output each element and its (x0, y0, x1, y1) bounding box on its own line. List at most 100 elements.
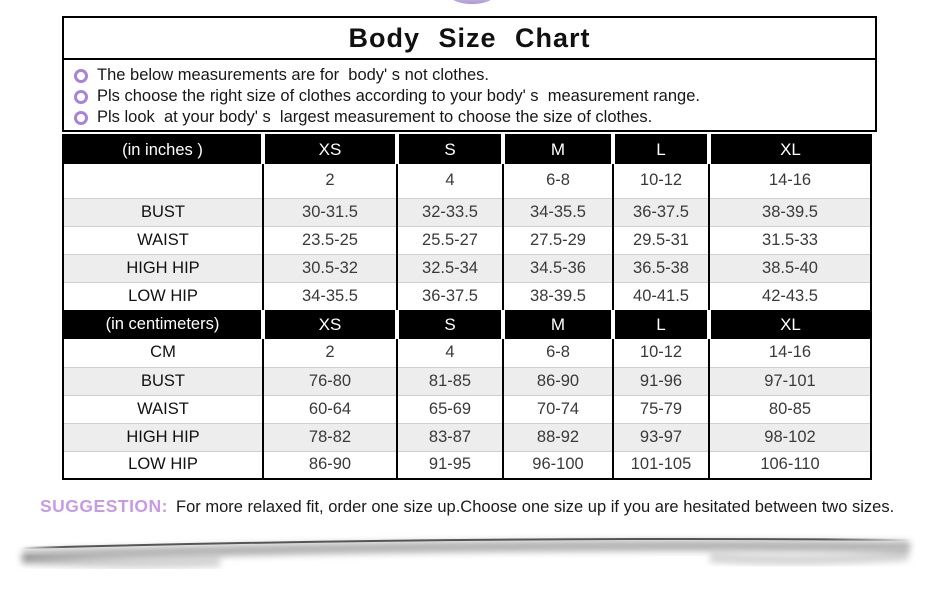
value-cell: 106-110 (708, 450, 871, 479)
value-cell: 65-69 (396, 394, 503, 423)
value-cell: 38-39.5 (502, 281, 613, 310)
value-cell: 98-102 (708, 422, 871, 451)
size-header-cell: S (395, 135, 503, 164)
value-cell: 34-35.5 (262, 281, 397, 310)
bottom-shadow-arc (21, 538, 911, 569)
size-header-cell: M (501, 310, 613, 339)
row-label-cell: HIGH HIP (63, 422, 263, 451)
row-label-cell: HIGH HIP (63, 253, 263, 282)
unit-header-cell: (in centimeters) (63, 310, 263, 339)
value-cell: 6-8 (502, 164, 613, 198)
value-cell: 38-39.5 (708, 197, 871, 226)
suggestion-text: For more relaxed fit, order one size up.… (176, 498, 895, 516)
value-cell: 78-82 (262, 422, 397, 451)
value-cell: 14-16 (708, 164, 871, 198)
value-cell: 70-74 (502, 394, 613, 423)
note-text: Pls look at your body' s largest measure… (97, 108, 653, 126)
title-box: Body Size Chart (62, 16, 877, 60)
row-label-cell: BUST (63, 197, 263, 226)
suggestion-label: SUGGESTION: (40, 496, 169, 516)
value-cell: 2 (262, 164, 397, 198)
size-header-cell: L (611, 310, 709, 339)
size-header-cell: XS (261, 135, 397, 164)
value-cell: 14-16 (708, 339, 871, 367)
value-cell: 4 (396, 164, 503, 198)
row-label-cell: WAIST (63, 225, 263, 254)
value-cell: 4 (396, 339, 503, 367)
value-cell: 30.5-32 (262, 253, 397, 282)
bullet-ring-icon (74, 68, 88, 83)
table-row: 2 4 6-8 10-12 14-16 (63, 164, 871, 198)
table-row: BUST 76-80 81-85 86-90 91-96 97-101 (63, 366, 871, 395)
value-cell: 25.5-27 (396, 225, 503, 254)
row-label-cell: LOW HIP (63, 281, 263, 310)
size-header-cell: XL (707, 135, 871, 164)
size-header-cell: XL (707, 310, 871, 339)
page-title: Body Size Chart (348, 22, 591, 53)
value-cell: 31.5-33 (708, 225, 871, 254)
value-cell: 91-96 (612, 366, 709, 395)
decorative-dot-icon (450, 0, 494, 4)
value-cell: 32-33.5 (396, 197, 503, 226)
value-cell: 38.5-40 (708, 253, 871, 282)
table-row: LOW HIP 86-90 91-95 96-100 101-105 106-110 (63, 450, 871, 479)
value-cell: 86-90 (262, 450, 397, 479)
value-cell: 80-85 (708, 394, 871, 423)
value-cell: 86-90 (502, 366, 613, 395)
value-cell: 34-35.5 (502, 197, 613, 226)
table-row: WAIST 60-64 65-69 70-74 75-79 80-85 (63, 394, 871, 423)
table-row: BUST 30-31.5 32-33.5 34-35.5 36-37.5 38-39.5 (63, 197, 871, 226)
value-cell: 42-43.5 (708, 281, 871, 310)
value-cell: 36.5-38 (612, 253, 709, 282)
value-cell: 36-37.5 (396, 281, 503, 310)
notes-box: The below measurements are for body' s n… (62, 58, 877, 132)
table-header-row: (in inches ) XS S M L XL (63, 135, 871, 164)
value-cell: 2 (262, 339, 397, 367)
value-cell: 76-80 (262, 366, 397, 395)
value-cell: 6-8 (502, 339, 613, 367)
table-row: WAIST 23.5-25 25.5-27 27.5-29 29.5-31 31.5-33 (63, 225, 871, 254)
note-text: Pls choose the right size of clothes acc… (97, 87, 700, 105)
value-cell: 10-12 (612, 339, 709, 367)
value-cell: 60-64 (262, 394, 397, 423)
value-cell: 83-87 (396, 422, 503, 451)
note-item: The below measurements are for body' s n… (72, 65, 869, 86)
note-text: The below measurements are for body' s n… (97, 66, 490, 84)
table-row: CM 2 4 6-8 10-12 14-16 (63, 339, 871, 367)
value-cell: 93-97 (612, 422, 709, 451)
value-cell: 36-37.5 (612, 197, 709, 226)
unit-header-cell: (in inches ) (63, 135, 263, 164)
value-cell: 81-85 (396, 366, 503, 395)
value-cell: 91-95 (396, 450, 503, 479)
value-cell: 88-92 (502, 422, 613, 451)
value-cell: 30-31.5 (262, 197, 397, 226)
value-cell: 101-105 (612, 450, 709, 479)
value-cell: 32.5-34 (396, 253, 503, 282)
row-label-cell: BUST (63, 366, 263, 395)
value-cell: 23.5-25 (262, 225, 397, 254)
table-row: HIGH HIP 30.5-32 32.5-34 34.5-36 36.5-38 38.5… (63, 253, 871, 282)
size-header-cell: M (501, 135, 613, 164)
row-label-cell: CM (150, 343, 176, 362)
row-label-cell: WAIST (63, 394, 263, 423)
value-cell: 96-100 (502, 450, 613, 479)
note-item: Pls choose the right size of clothes acc… (72, 86, 869, 107)
bullet-ring-icon (74, 110, 88, 125)
table-row: HIGH HIP 78-82 83-87 88-92 93-97 98-102 (63, 422, 871, 451)
value-cell: 29.5-31 (612, 225, 709, 254)
table-header-row: (in centimeters) XS S M L XL (63, 310, 871, 339)
size-header-cell: L (611, 135, 709, 164)
value-cell: 27.5-29 (502, 225, 613, 254)
note-item: Pls look at your body' s largest measure… (72, 107, 869, 128)
row-label-cell (63, 164, 263, 198)
value-cell: 75-79 (612, 394, 709, 423)
table-row: LOW HIP 34-35.5 36-37.5 38-39.5 40-41.5 42-43… (63, 281, 871, 310)
size-chart-table: (in inches ) XS S M L XL 2 4 6-8 10-12 14-16 BUST 30… (62, 134, 872, 480)
suggestion-line: SUGGESTION: For more relaxed fit, order o… (40, 496, 900, 517)
value-cell: 10-12 (612, 164, 709, 198)
bullet-ring-icon (74, 89, 88, 104)
size-header-cell: S (395, 310, 503, 339)
value-cell: 40-41.5 (612, 281, 709, 310)
value-cell: 97-101 (708, 366, 871, 395)
